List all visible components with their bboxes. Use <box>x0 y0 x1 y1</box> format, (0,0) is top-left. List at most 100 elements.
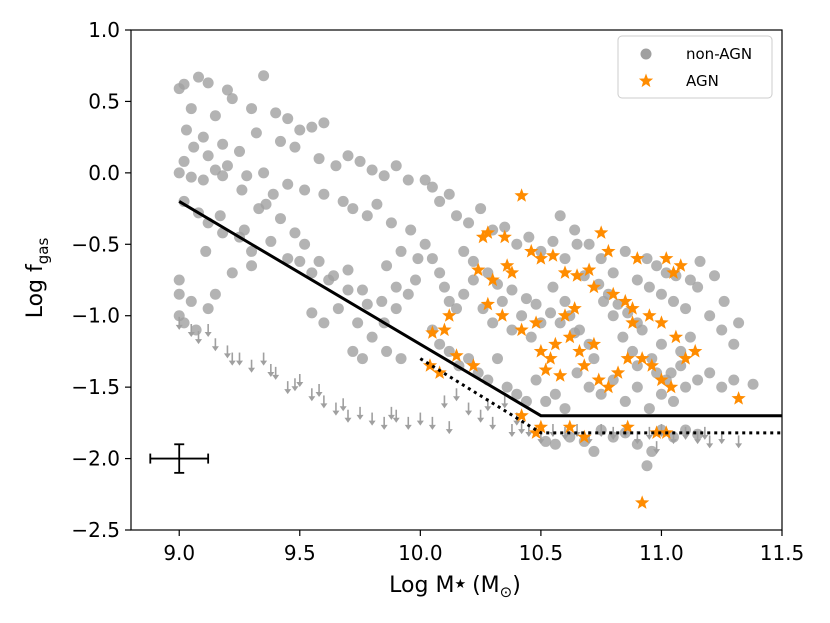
non-agn-point <box>491 353 503 365</box>
non-agn-point <box>221 84 233 96</box>
agn-point <box>642 308 657 322</box>
legend-label-agn: AGN <box>686 72 719 90</box>
non-agn-point <box>306 307 318 319</box>
non-agn-point <box>559 403 571 415</box>
non-agn-point <box>265 235 277 247</box>
agn-point <box>625 301 640 315</box>
agn-point <box>606 286 621 301</box>
non-agn-point <box>246 245 258 257</box>
agn-point <box>497 229 512 244</box>
non-agn-point <box>361 298 373 310</box>
upper-limit-arrow <box>465 402 473 416</box>
non-agn-point <box>306 121 318 133</box>
agn-point <box>562 419 577 434</box>
non-agn-point <box>631 274 643 286</box>
agn-point <box>630 251 645 265</box>
upper-limit-head <box>211 346 219 352</box>
non-agn-point <box>496 295 508 307</box>
agn-point <box>577 358 592 372</box>
upper-limit-arrow <box>223 345 231 359</box>
upper-limit-arrow <box>645 426 653 440</box>
agn-point <box>567 301 582 315</box>
upper-limit-arrow <box>356 406 364 420</box>
non-agn-point <box>716 381 728 393</box>
legend-label-non-agn: non-AGN <box>686 45 752 63</box>
non-agn-point <box>540 395 552 407</box>
upper-limit-head <box>248 367 256 373</box>
upper-limit-head <box>392 417 400 423</box>
non-agn-point <box>655 288 667 300</box>
x-tick-label: 10.0 <box>398 541 443 565</box>
non-agn-point <box>463 217 475 229</box>
fit-line-dotted <box>419 357 782 435</box>
non-agn-point <box>516 310 528 322</box>
non-agn-point <box>306 267 318 279</box>
agn-point <box>569 268 585 282</box>
non-agn-point <box>250 127 262 139</box>
upper-limit-arrow <box>445 421 453 435</box>
upper-limit-arrow <box>518 421 526 435</box>
upper-limit-arrow <box>453 388 460 402</box>
upper-limit-arrow <box>175 316 183 330</box>
x-tick-label: 9.5 <box>284 541 316 565</box>
non-agn-point <box>200 245 212 257</box>
non-agn-point <box>554 210 566 222</box>
y-tick-label: −2.5 <box>71 518 120 542</box>
upper-limit-head <box>489 424 497 430</box>
non-agn-point <box>704 367 716 379</box>
non-agn-point <box>716 324 728 336</box>
plot-frame <box>130 29 783 531</box>
non-agn-point <box>571 238 583 250</box>
agn-point <box>545 248 561 262</box>
non-agn-point <box>583 381 595 393</box>
non-agn-point <box>520 293 532 305</box>
agn-point <box>475 229 491 244</box>
non-agn-point <box>328 270 340 282</box>
agn-point <box>625 315 640 329</box>
non-agn-point <box>410 274 422 286</box>
non-agn-point <box>238 224 250 236</box>
non-agn-point <box>458 245 470 257</box>
upper-limit-arrow <box>368 412 376 426</box>
upper-limit-head <box>633 439 641 445</box>
agn-point <box>644 358 659 372</box>
upper-limit-arrow <box>204 324 212 337</box>
non-agn-point <box>282 253 294 265</box>
non-agn-point <box>226 267 238 279</box>
non-agn-point <box>668 295 679 307</box>
non-agn-point <box>545 307 557 319</box>
non-agn-point <box>274 135 286 147</box>
agn-point <box>581 262 597 277</box>
non-agn-point <box>708 270 720 282</box>
non-agn-point <box>501 381 513 393</box>
non-agn-point <box>185 103 197 115</box>
non-agn-point <box>641 253 653 265</box>
agn-point <box>586 336 602 351</box>
agn-point <box>562 329 577 344</box>
agn-point <box>495 308 510 322</box>
non-agn-point <box>214 210 226 222</box>
non-agn-point <box>651 260 663 272</box>
upper-limit-head <box>428 424 436 430</box>
upper-limit-head <box>645 434 653 440</box>
legend-star-marker <box>638 73 654 88</box>
non-agn-point <box>684 274 696 286</box>
non-agn-point <box>395 353 407 365</box>
y-tick-label: 1.0 <box>88 18 120 42</box>
agn-point <box>618 293 633 308</box>
non-agn-point <box>318 188 330 200</box>
agn-point <box>620 351 635 365</box>
agn-point <box>528 315 544 329</box>
non-agn-point <box>569 224 581 236</box>
non-agn-point <box>619 245 631 257</box>
non-agn-point <box>434 338 446 350</box>
non-agn-point <box>571 367 583 379</box>
non-agn-point <box>282 113 294 125</box>
fit-lines <box>178 200 782 435</box>
upper-limit-head <box>223 353 231 359</box>
non-agn-point <box>342 150 354 162</box>
upper-limit-arrow <box>296 374 304 387</box>
upper-limit-arrow <box>428 416 436 430</box>
upper-limit-head <box>236 360 243 366</box>
